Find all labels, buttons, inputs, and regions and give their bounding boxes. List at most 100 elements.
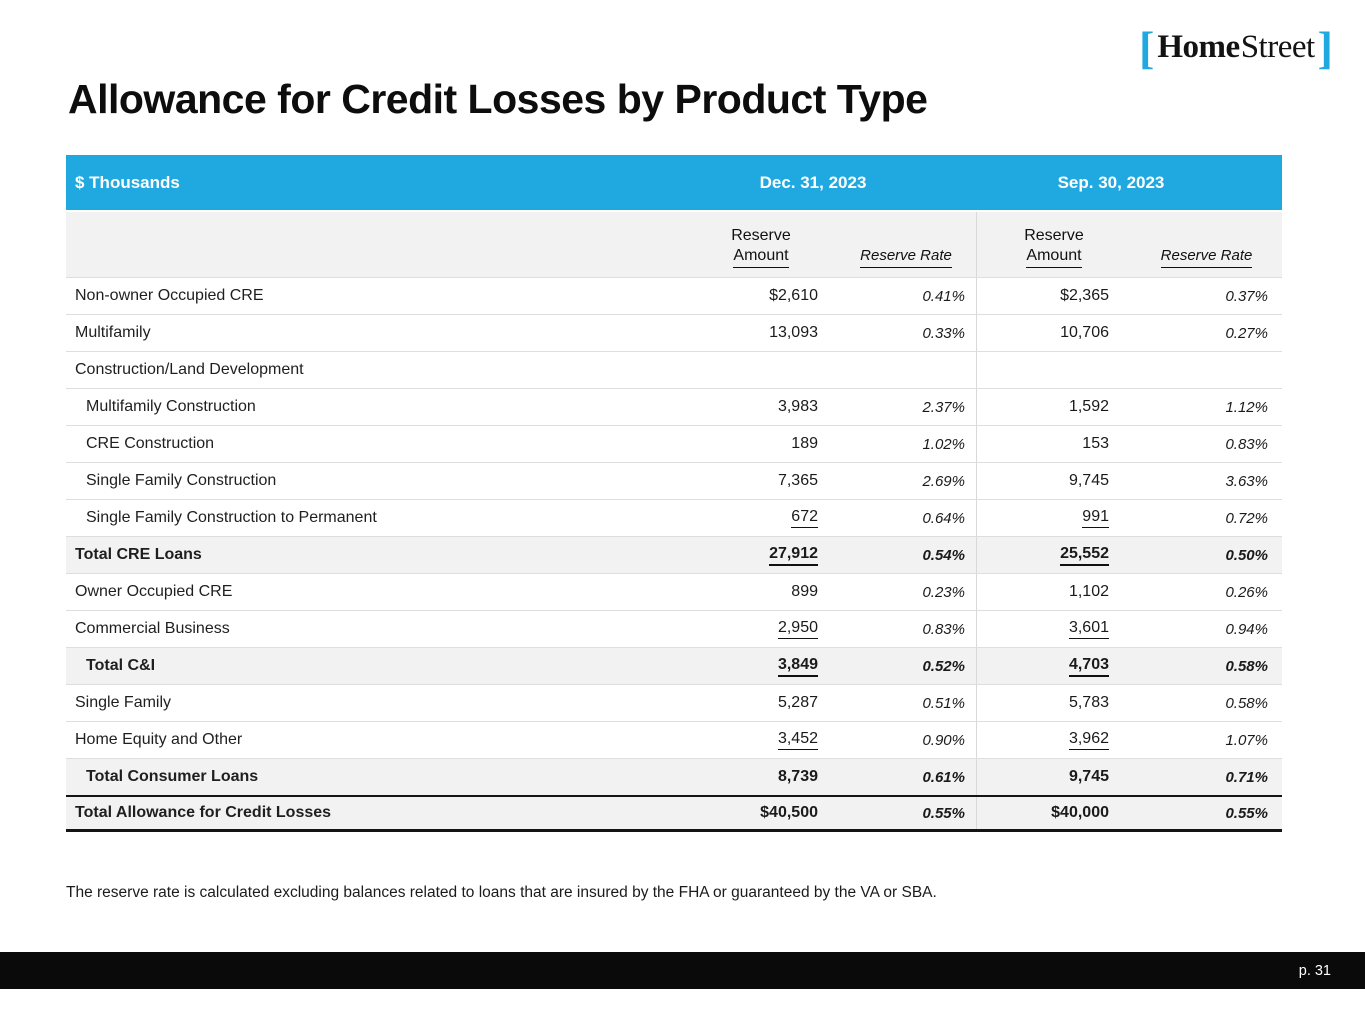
- cell-value: 2.37%: [922, 398, 965, 416]
- cell-reserve-rate: 0.51%: [836, 685, 976, 721]
- cell-value: $40,500: [760, 804, 818, 821]
- cell-reserve-amount: 3,962: [976, 722, 1131, 758]
- cell-value: 0.41%: [922, 287, 965, 305]
- cell-reserve-rate: 0.54%: [836, 537, 976, 573]
- table-row: Home Equity and Other 3,452 0.90% 3,962 1.07…: [66, 721, 1282, 758]
- subheader-reserve-rate-dec: Reserve Rate: [836, 212, 976, 277]
- cell-reserve-rate: 1.07%: [1131, 722, 1282, 758]
- subheader-text: Reserve: [731, 227, 791, 244]
- cell-value: 0.94%: [1225, 620, 1268, 638]
- cell-value: 3,849: [777, 656, 818, 677]
- table-row: Single Family 5,287 0.51% 5,783 0.58%: [66, 684, 1282, 721]
- cell-reserve-rate: 1.12%: [1131, 389, 1282, 425]
- cell-value: 0.61%: [922, 768, 965, 786]
- cell-value: 0.54%: [922, 546, 965, 564]
- cell-value: 153: [1082, 435, 1109, 452]
- cell-reserve-amount: [686, 352, 836, 388]
- cell-reserve-amount: 9,745: [976, 759, 1131, 795]
- cell-value: 5,783: [1068, 694, 1109, 711]
- cell-reserve-rate: 3.63%: [1131, 463, 1282, 499]
- footer-bar: p. 31: [0, 952, 1365, 989]
- cell-reserve-rate: 0.41%: [836, 278, 976, 314]
- logo-street-text: Street: [1240, 29, 1315, 66]
- cell-reserve-amount: 8,739: [686, 759, 836, 795]
- cell-value: 0.58%: [1225, 694, 1268, 712]
- subheader-text: Reserve Rate: [860, 247, 952, 268]
- subheader-text: Reserve: [1024, 227, 1084, 244]
- cell-value: 2.69%: [922, 472, 965, 490]
- subheader-text: Amount: [733, 246, 789, 268]
- cell-reserve-amount: $40,000: [976, 797, 1131, 829]
- cell-reserve-amount: 189: [686, 426, 836, 462]
- period-header-dec-31-2023: Dec. 31, 2023: [759, 172, 867, 192]
- units-label: $ Thousands: [75, 172, 180, 192]
- cell-value: 0.55%: [922, 804, 965, 822]
- cell-reserve-amount: 672: [686, 500, 836, 536]
- cell-reserve-rate: 0.26%: [1131, 574, 1282, 610]
- table-row: Owner Occupied CRE 899 0.23% 1,102 0.26%: [66, 573, 1282, 610]
- table-row: Construction/Land Development: [66, 351, 1282, 388]
- table-row: Total Allowance for Credit Losses $40,500…: [66, 795, 1282, 832]
- cell-value: 1,592: [1068, 398, 1109, 415]
- acl-table: $ Thousands Dec. 31, 2023 Sep. 30, 2023 …: [66, 155, 1282, 832]
- cell-value: 899: [791, 583, 818, 600]
- cell-reserve-amount: 4,703: [976, 648, 1131, 684]
- table-subheader-row: Reserve Amount Reserve Rate Reserve Amou…: [66, 212, 1282, 277]
- homestreet-logo: [Home Street]: [1139, 24, 1333, 70]
- cell-value: 0.90%: [922, 731, 965, 749]
- cell-value: 1.07%: [1225, 731, 1268, 749]
- cell-value: 0.83%: [1225, 435, 1268, 453]
- cell-reserve-rate: 0.37%: [1131, 278, 1282, 314]
- cell-value: 0.83%: [922, 620, 965, 638]
- row-label: Single Family Construction to Permanent: [86, 509, 377, 526]
- cell-reserve-amount: 3,601: [976, 611, 1131, 647]
- cell-value: 0.55%: [1225, 804, 1268, 822]
- cell-reserve-rate: 0.50%: [1131, 537, 1282, 573]
- cell-value: 672: [791, 508, 818, 528]
- table-row: Total Consumer Loans 8,739 0.61% 9,745 0.71%: [66, 758, 1282, 795]
- cell-reserve-rate: 0.52%: [836, 648, 976, 684]
- cell-reserve-amount: 153: [976, 426, 1131, 462]
- row-label: Total CRE Loans: [75, 546, 202, 563]
- cell-reserve-rate: 0.83%: [836, 611, 976, 647]
- cell-value: 25,552: [1060, 545, 1109, 566]
- row-label: Multifamily: [75, 324, 151, 341]
- cell-value: 0.33%: [922, 324, 965, 342]
- cell-value: 3,452: [777, 730, 818, 750]
- cell-value: 13,093: [769, 324, 818, 341]
- cell-reserve-rate: [836, 352, 976, 388]
- cell-reserve-amount: 2,950: [686, 611, 836, 647]
- cell-value: 0.52%: [922, 657, 965, 675]
- logo-home-text: Home: [1157, 29, 1240, 66]
- cell-value: 9,745: [1068, 768, 1109, 785]
- row-label: Commercial Business: [75, 620, 230, 637]
- table-body: Non-owner Occupied CRE $2,610 0.41% $2,365 0…: [66, 277, 1282, 832]
- cell-reserve-rate: 0.72%: [1131, 500, 1282, 536]
- row-label: Owner Occupied CRE: [75, 583, 233, 600]
- table-row: Total CRE Loans 27,912 0.54% 25,552 0.50%: [66, 536, 1282, 573]
- cell-reserve-amount: 3,983: [686, 389, 836, 425]
- cell-value: $2,610: [769, 287, 818, 304]
- cell-reserve-rate: 1.02%: [836, 426, 976, 462]
- table-row: Single Family Construction to Permanent 6…: [66, 499, 1282, 536]
- cell-value: 0.64%: [922, 509, 965, 527]
- row-label: CRE Construction: [86, 435, 215, 452]
- cell-reserve-amount: 7,365: [686, 463, 836, 499]
- cell-value: 3,601: [1068, 619, 1109, 639]
- cell-reserve-rate: 0.27%: [1131, 315, 1282, 351]
- cell-value: 1,102: [1068, 583, 1109, 600]
- cell-reserve-amount: 1,102: [976, 574, 1131, 610]
- cell-reserve-amount: [976, 352, 1131, 388]
- period-header-sep-30-2023: Sep. 30, 2023: [1057, 172, 1165, 192]
- row-label: Construction/Land Development: [75, 361, 304, 378]
- cell-reserve-rate: 0.33%: [836, 315, 976, 351]
- cell-reserve-amount: 3,849: [686, 648, 836, 684]
- subheader-spacer: [66, 212, 686, 277]
- table-row: Multifamily Construction 3,983 2.37% 1,592 1…: [66, 388, 1282, 425]
- cell-reserve-amount: 5,783: [976, 685, 1131, 721]
- cell-value: 1.02%: [922, 435, 965, 453]
- cell-reserve-rate: 0.83%: [1131, 426, 1282, 462]
- cell-reserve-amount: 3,452: [686, 722, 836, 758]
- cell-value: 0.50%: [1225, 546, 1268, 564]
